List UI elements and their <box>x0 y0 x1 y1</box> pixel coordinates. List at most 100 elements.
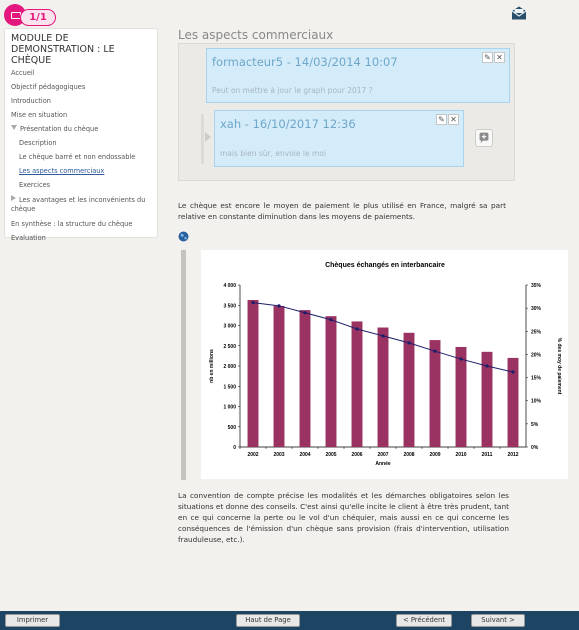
y-right-tick-label: 30% <box>531 306 542 312</box>
expanded-triangle-icon <box>11 125 17 130</box>
bar-2002 <box>247 299 259 447</box>
comment-text: mais bien sûr, envoie le moi <box>220 149 326 158</box>
x-tick-label: 2012 <box>507 452 518 458</box>
y-tick-label: 1 000 <box>223 405 236 411</box>
x-tick-label: 2003 <box>273 452 284 458</box>
y-right-tick-label: 5% <box>531 422 539 428</box>
previous-button[interactable]: < Précédent <box>396 614 452 627</box>
collapsed-triangle-icon <box>11 195 16 201</box>
close-icon[interactable]: ✕ <box>494 52 505 63</box>
y-right-tick-label: 35% <box>531 283 542 289</box>
sidebar-item-presentation[interactable]: Présentation du chèque <box>11 125 151 133</box>
y-right-axis-label: % des moy de paiement <box>556 338 562 395</box>
y-tick-label: 3 000 <box>223 324 236 330</box>
edit-pencil-icon[interactable]: ✎ <box>482 52 493 63</box>
sidebar-item-mise-en-situation[interactable]: Mise en situation <box>11 111 68 119</box>
chart-title: Chèques échangés en interbancaire <box>325 262 445 269</box>
point-2004 <box>303 311 307 315</box>
sidebar-item-avantages[interactable]: Les avantages et les inconvénients du ch… <box>11 195 151 214</box>
y-right-tick-label: 0% <box>531 445 539 451</box>
point-2007 <box>381 334 385 338</box>
print-button[interactable]: Imprimer <box>5 614 60 627</box>
add-comment-icon[interactable] <box>475 129 493 147</box>
chart-panel: Chèques échangés en interbancaire 0 500 1 … <box>201 250 568 479</box>
bar-2010 <box>455 346 467 447</box>
footer-bar: Imprimer Haut de Page < Précédent Suivan… <box>0 611 579 630</box>
convention-paragraph: La convention de compte précise les moda… <box>178 491 509 544</box>
page-counter: 1/1 <box>20 9 56 26</box>
page-counter-badge: 1/1 <box>4 4 56 26</box>
sidebar-item-cheque-barre[interactable]: Le chèque barré et non endossable <box>19 153 136 161</box>
comment-author-date: xah - 16/10/2017 12:36 <box>220 117 356 131</box>
bar-2008 <box>403 332 415 447</box>
x-tick-label: 2005 <box>325 452 336 458</box>
x-axis-label: Année <box>375 461 391 467</box>
y-tick-label: 2 000 <box>223 364 236 370</box>
sidebar-item-description[interactable]: Description <box>19 139 57 147</box>
reply-arrow-icon <box>205 132 211 142</box>
x-tick-label: 2004 <box>299 452 310 458</box>
point-2009 <box>433 349 437 353</box>
x-tick-label: 2010 <box>455 452 466 458</box>
sidebar-item-aspects-commerciaux[interactable]: Les aspects commerciaux <box>19 167 105 175</box>
top-of-page-button[interactable]: Haut de Page <box>236 614 300 627</box>
y-right-tick-label: 20% <box>531 352 542 358</box>
next-button[interactable]: Suivant > <box>471 614 525 627</box>
bar-2009 <box>429 340 441 447</box>
y-tick-label: 3 500 <box>223 303 236 309</box>
comments-panel: formacteur5 - 14/03/2014 10:07 Peut on m… <box>178 43 515 181</box>
sidebar-item-label: Les avantages et les inconvénients du ch… <box>11 196 146 213</box>
sidebar-item-objectifs[interactable]: Objectif pédagogiques <box>11 83 86 91</box>
x-tick-label: 2008 <box>403 452 414 458</box>
bar-2011 <box>481 351 493 447</box>
chart-side-bar <box>181 250 186 480</box>
cheques-chart: Chèques échangés en interbancaire 0 500 1 … <box>209 262 562 467</box>
sidebar-item-introduction[interactable]: Introduction <box>11 97 51 105</box>
reply-thread-line <box>201 114 204 164</box>
bar-2012 <box>507 357 519 447</box>
globe-icon[interactable] <box>178 231 189 242</box>
point-2002 <box>251 300 255 305</box>
sidebar-item-synthese[interactable]: En synthèse : la structure du chèque <box>11 220 133 228</box>
edit-pencil-icon[interactable]: ✎ <box>436 114 447 125</box>
sidebar-item-label: Présentation du chèque <box>20 125 99 133</box>
module-title: MODULE DE DEMONSTRATION : LE CHÈQUE <box>11 33 115 66</box>
y-axis-label: nb en millions <box>209 349 215 383</box>
y-tick-label: 0 <box>233 445 236 451</box>
envelope-icon[interactable] <box>511 6 527 20</box>
point-2008 <box>407 341 411 345</box>
y-tick-label: 2 500 <box>223 344 236 350</box>
close-icon[interactable]: ✕ <box>448 114 459 125</box>
comment-text: Peut on mettre à jour le graph pour 2017… <box>212 86 373 95</box>
point-2003 <box>277 304 281 308</box>
x-tick-label: 2002 <box>247 452 258 458</box>
y-tick-label: 4 000 <box>223 283 236 289</box>
bar-2007 <box>377 327 389 447</box>
point-2005 <box>329 318 333 322</box>
sidebar-item-accueil[interactable]: Accueil <box>11 69 35 77</box>
comment-card: formacteur5 - 14/03/2014 10:07 Peut on m… <box>206 48 510 103</box>
bar-2005 <box>325 316 337 447</box>
sidebar-nav: MODULE DE DEMONSTRATION : LE CHÈQUE Accu… <box>4 28 158 242</box>
point-2010 <box>459 357 463 361</box>
sidebar-item-exercices[interactable]: Exercices <box>19 181 51 189</box>
sidebar-item-evaluation[interactable]: Evaluation <box>11 234 46 242</box>
y-right-tick-label: 25% <box>531 329 542 335</box>
intro-paragraph: Le chèque est encore le moyen de paiemen… <box>178 201 506 221</box>
bar-2003 <box>273 306 285 447</box>
section-title: Les aspects commerciaux <box>178 28 334 42</box>
comment-author-date: formacteur5 - 14/03/2014 10:07 <box>212 55 398 69</box>
y-right-tick-label: 10% <box>531 399 542 405</box>
bar-2006 <box>351 321 363 447</box>
bar-2004 <box>299 310 311 447</box>
x-tick-label: 2006 <box>351 452 362 458</box>
x-tick-label: 2011 <box>482 452 493 458</box>
x-tick-label: 2009 <box>429 452 440 458</box>
y-tick-label: 500 <box>228 425 237 431</box>
point-2006 <box>355 327 359 331</box>
x-tick-label: 2007 <box>377 452 388 458</box>
y-tick-label: 1 500 <box>223 384 236 390</box>
point-2011 <box>485 364 489 368</box>
y-right-tick-label: 15% <box>531 376 542 382</box>
comment-card-reply: xah - 16/10/2017 12:36 mais bien sûr, en… <box>214 110 464 167</box>
